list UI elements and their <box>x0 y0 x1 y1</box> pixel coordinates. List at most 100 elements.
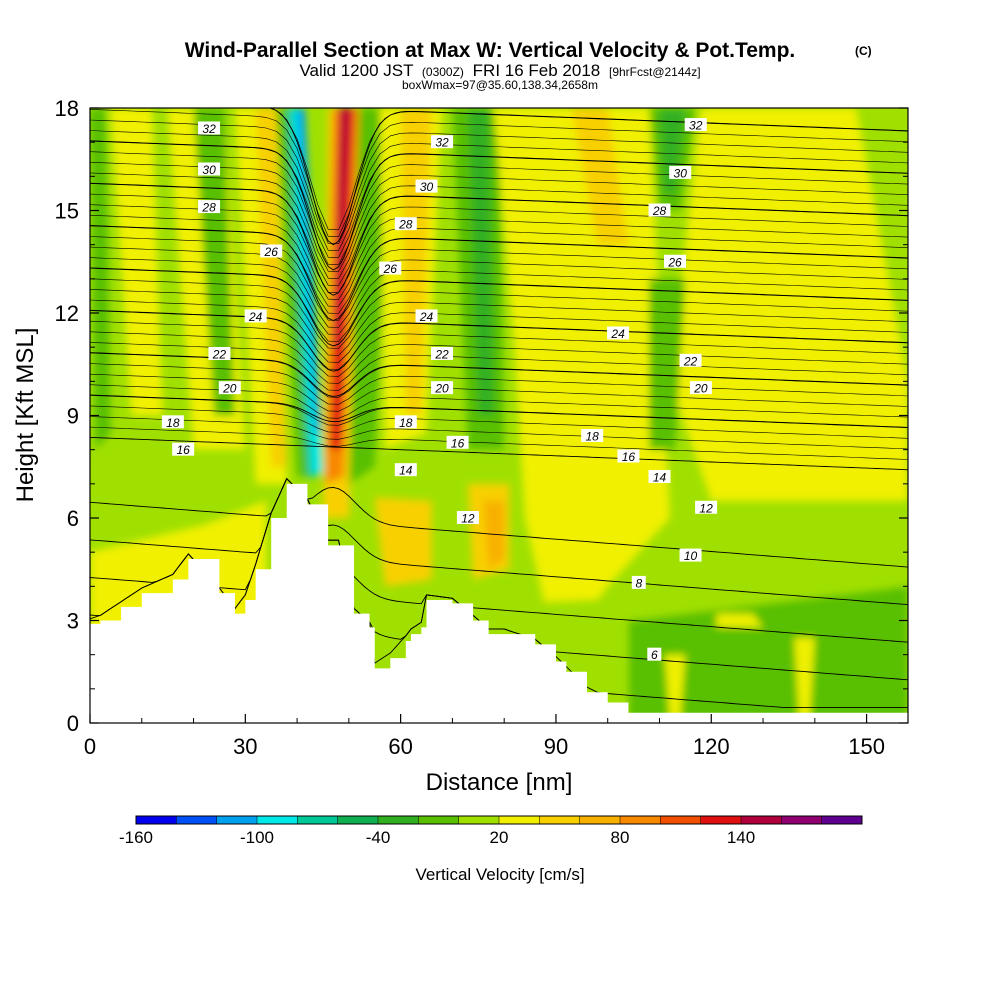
contour-label-bg <box>456 511 479 524</box>
theta-contour-minor <box>90 225 908 314</box>
contour-label: 14 <box>653 471 667 485</box>
contour-label: 30 <box>202 163 216 177</box>
theta-contour-minor <box>90 119 908 245</box>
colorbar-swatch <box>257 816 298 824</box>
velocity-region <box>335 108 349 348</box>
contour-label: 12 <box>461 512 475 526</box>
contour-label-bg <box>260 244 283 258</box>
contour-label-bg <box>431 135 454 149</box>
colorbar-swatch <box>176 816 218 824</box>
contour-label: 6 <box>651 648 658 662</box>
contour-label-bg <box>664 254 687 268</box>
contour-label-bg <box>647 647 662 661</box>
theta-contour-minor <box>90 331 908 384</box>
contour-label: 30 <box>420 180 434 194</box>
contour-label: 16 <box>177 443 191 457</box>
subtitle-date: FRI 16 Feb 2018 <box>473 61 601 80</box>
contour-label: 28 <box>398 218 413 232</box>
theta-contour-minor <box>90 395 908 428</box>
contour-label-bg <box>431 381 454 395</box>
contour-label: 26 <box>264 245 279 259</box>
contour-label: 32 <box>689 119 703 133</box>
theta-contour-minor <box>90 310 908 370</box>
colorbar-swatch <box>660 816 702 824</box>
contour-label-bg <box>415 179 438 193</box>
contour-label-bg <box>208 347 231 360</box>
velocity-region <box>716 613 764 628</box>
colorbar-swatch <box>458 816 500 824</box>
theta-contour <box>90 477 908 643</box>
theta-contour <box>90 436 908 471</box>
theta-contour-minor <box>268 108 908 231</box>
y-tick-label: 15 <box>55 199 79 224</box>
x-tick-label: 90 <box>544 734 568 759</box>
contour-label: 32 <box>202 122 216 136</box>
velocity-region <box>467 108 494 416</box>
velocity-region <box>794 637 815 723</box>
theta-contour-minor <box>90 140 908 258</box>
contour-label-bg <box>684 118 707 132</box>
theta-contour-minor <box>90 246 908 328</box>
colorbar-swatch <box>216 816 258 824</box>
theta-contour <box>90 477 908 606</box>
theta-contour-minor <box>90 416 908 450</box>
colorbar-swatch <box>539 816 581 824</box>
subtitle-box: boxWmax=97@35.60,138.34,2658m <box>402 78 598 92</box>
terrain <box>90 483 908 723</box>
colorbar-tick-label: -100 <box>240 828 274 847</box>
contour-label-bg <box>394 415 417 429</box>
colorbar: -160 -100 -40 20 80 140 <box>119 815 863 847</box>
contour-label: 18 <box>586 430 600 444</box>
contour-label-bg <box>161 415 184 429</box>
theta-contour-minor <box>90 299 908 363</box>
contour-label-bg <box>695 500 718 514</box>
contour-label-bg <box>198 121 221 135</box>
contour-label-bg <box>648 203 671 217</box>
contour-label: 16 <box>451 436 465 450</box>
colorbar-tick-label: -40 <box>366 828 391 847</box>
colorbar-swatch <box>620 816 661 824</box>
copyright-mark: (C) <box>855 44 872 58</box>
contour-label-bg <box>218 381 241 395</box>
contour-label: 14 <box>399 464 413 478</box>
contour-label: 18 <box>399 416 413 430</box>
contour-label: 30 <box>674 166 688 180</box>
colorbar-tick-label: 140 <box>727 828 755 847</box>
colorbar-tick-label: 20 <box>490 828 509 847</box>
contour-label: 10 <box>684 549 698 563</box>
contour-label: 26 <box>383 262 398 276</box>
colorbar-swatch <box>297 816 339 824</box>
velocity-region <box>193 108 235 416</box>
chart-title: Wind-Parallel Section at Max W: Vertical… <box>185 39 796 62</box>
contour-label-bg <box>669 165 692 179</box>
contour-label-bg <box>679 548 702 562</box>
velocity-region <box>669 108 908 501</box>
colorbar-label: Vertical Velocity [cm/s] <box>415 865 584 884</box>
x-axis-label: Distance [nm] <box>426 769 573 796</box>
contour-label: 16 <box>622 450 636 464</box>
theta-contour-minor <box>90 236 908 321</box>
theta-contour-minor <box>90 151 908 265</box>
theta-contour-minor <box>90 109 908 238</box>
x-tick-label: 60 <box>388 734 412 759</box>
contour-label: 26 <box>667 255 682 269</box>
y-tick-label: 3 <box>67 609 79 634</box>
contour-label-bg <box>631 575 646 589</box>
subtitle-fcst: [9hrFcst@2144z] <box>609 65 701 79</box>
contour-label-bg <box>172 442 195 456</box>
contour-label-bg <box>617 449 640 463</box>
subtitle-valid: Valid 1200 JST <box>299 61 413 80</box>
contour-label: 20 <box>222 382 237 396</box>
theta-contour-minor <box>90 278 908 349</box>
theta-contour-minor <box>90 215 908 307</box>
contour-label-bg <box>198 162 221 176</box>
y-tick-label: 0 <box>67 711 79 736</box>
y-tick-label: 6 <box>67 506 79 531</box>
colorbar-swatch <box>378 816 419 824</box>
contour-label-bg <box>394 463 417 477</box>
contour-label: 18 <box>166 416 180 430</box>
contour-label-bg <box>244 309 267 323</box>
contour-label: 24 <box>248 310 263 324</box>
theta-contour-minor <box>90 289 908 356</box>
y-tick-label: 9 <box>67 404 79 429</box>
